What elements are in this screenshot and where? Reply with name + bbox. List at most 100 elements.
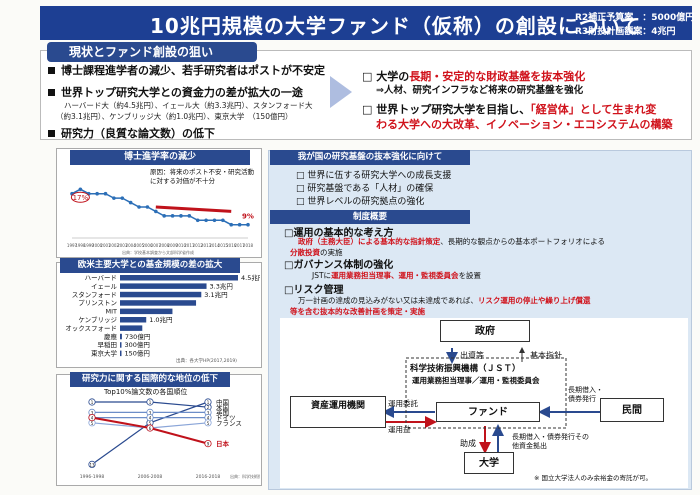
x-tick-label: 2000 [92, 243, 103, 248]
ranking-chart-subtitle: Top10%論文数の各国順位 [104, 388, 188, 396]
endowment-bar [120, 308, 173, 315]
funding-detail-2: （約3.1兆円）、ケンブリッジ大（約1.0兆円）、東京大学 （150億円） [56, 112, 293, 121]
scheme-line-1a: 政府（主務大臣）による基本的な指針策定、長期的な観点からの基本ポートフォリオによ… [298, 237, 606, 246]
rank-point-label: 4 [91, 416, 94, 421]
data-point [246, 222, 250, 227]
rank-point [204, 439, 212, 448]
rank-point-label: 9 [207, 442, 210, 447]
phd-rate-chart-panel [56, 148, 262, 258]
data-point [204, 218, 208, 223]
basic-item-2: □ 研究基盤である「人材」の確保 [296, 184, 434, 194]
subsidy-label: 助成 [460, 439, 476, 448]
phd-rate-chart-title: 博士進学率の減少 [70, 150, 250, 165]
x-tick-label: 2011 [184, 243, 195, 248]
x-tick-label: 2014 [209, 243, 220, 248]
guideline-label: 基本指針 [530, 351, 562, 360]
basic-item-3: □ 世界レベルの研究拠点の強化 [296, 197, 425, 207]
x-tick-label: 2006-2008 [138, 474, 163, 480]
data-point [145, 205, 150, 209]
data-point [128, 200, 133, 205]
bar-value-label: 1.0兆円 [149, 315, 172, 324]
rank-point-label: 4 [149, 416, 152, 421]
scheme-line-1b: 分散投資の実施 [290, 248, 343, 257]
title-bar [40, 6, 692, 40]
scheme-heading-1: □運用の基本的な考え方 [284, 228, 394, 239]
scheme-line-2: JSTに運用業務担当理事、運用・監視委員会を設置 [312, 271, 482, 280]
trend-arrow [155, 205, 232, 213]
ranking-line-chart: 112米国1351中国333英国444ドイツ565フランス469日本1996-1… [80, 398, 260, 481]
bullet-text: 博士課程進学者の減少、若手研究者はポストが不安定 [61, 64, 325, 77]
rank-point-label: 1 [207, 400, 210, 405]
x-tick-label: 2006 [142, 243, 153, 248]
scheme-line-3a: 万一計画の達成の見込みがない又は未達成であれば、リスク運用の停止や繰り上げ償還 [298, 296, 591, 305]
data-point [179, 214, 183, 218]
series-name-label: 中国 [216, 398, 229, 407]
budget-line-2: R3財投計画額案：4兆円 [575, 27, 676, 37]
ranking-source: 出典：科学技術指標2020 [230, 473, 260, 479]
data-point [229, 222, 234, 227]
entrust-label: 運用委託 [388, 399, 418, 408]
data-point [103, 191, 108, 196]
government-box: 政府 [440, 320, 530, 342]
diagram-note: ※ 国立大学法人のみ余裕金の寄託が可。 [534, 474, 653, 482]
bar-value-label: 4.5兆円 [241, 273, 260, 282]
fund-box: ファンド [436, 402, 540, 422]
data-point [237, 222, 242, 227]
x-tick-label: 1998 [75, 243, 86, 248]
capital-label: 出資等 [460, 351, 484, 360]
scheme-line-3b: 等を含む抜本的な改善計画を策定・実施 [290, 307, 425, 316]
scheme-heading-2: □ガバナンス体制の強化 [284, 260, 394, 271]
endowment-bar [120, 300, 197, 306]
x-tick-label: 2018 [243, 243, 254, 248]
bullet-phd-decline: 博士課程進学者の減少、若手研究者はポストが不安定 [48, 62, 325, 78]
bullet-funding-gap: 世界トップ研究大学との資金力の差が拡大の一途 [48, 84, 303, 100]
data-point [112, 196, 116, 200]
x-tick-label: 2013 [201, 243, 212, 248]
bullet-research-decline: 研究力（良質な論文数）の低下 [48, 125, 215, 141]
x-tick-label: 2016-2018 [196, 474, 221, 480]
jst-frame [405, 357, 567, 429]
rank-point-label: 6 [149, 426, 152, 431]
scheme-heading-3: □リスク管理 [284, 285, 344, 296]
borrow-label: 長期借入・債券発行 [568, 386, 603, 403]
start-highlight [70, 191, 90, 203]
rank-point-label: 1 [149, 400, 152, 405]
series-name-label: ドイツ [216, 414, 236, 422]
data-point [170, 214, 175, 218]
endowment-bar [120, 333, 122, 340]
private-box: 民間 [600, 398, 664, 422]
budget-line-1: R2補正予算案 ：5000億円 [575, 13, 695, 23]
rank-point [88, 460, 96, 469]
rank-point [88, 398, 96, 406]
data-point [95, 191, 99, 196]
x-tick-label: 2016 [226, 243, 237, 248]
bullet-text: 世界トップ研究大学との資金力の差が拡大の一途 [61, 86, 303, 99]
bullet-square-icon [48, 130, 55, 137]
bullet-text: 研究力（良質な論文数）の低下 [61, 127, 215, 140]
endowment-bar [120, 291, 202, 298]
bullet-square-icon [48, 89, 55, 96]
x-tick-label: 1999 [84, 243, 95, 248]
x-tick-label: 1996-1998 [80, 474, 105, 480]
x-tick-label: 2001 [100, 243, 111, 248]
rank-point-label: 13 [89, 462, 95, 467]
category-label: 東京大学 [91, 349, 118, 358]
endowment-bar [120, 350, 122, 357]
endowment-chart-title: 欧米主要大学との基金規模の差の拡大 [60, 258, 240, 273]
rank-point-label: 3 [149, 410, 152, 415]
background-heading: 現状とファンド創設の狙い [47, 42, 257, 62]
jst-title: 科学技術振興機構（ＪＳＴ） [410, 364, 521, 374]
x-tick-label: 2004 [126, 243, 137, 248]
phd-source: 出典：学校基本調査から文部科学省作成 [122, 249, 194, 255]
bar-value-label: 300億円 [125, 340, 150, 349]
rank-point-label: 5 [207, 421, 210, 426]
rank-point [146, 424, 154, 432]
category-label: イェール [91, 282, 118, 290]
x-tick-label: 2012 [193, 243, 204, 248]
data-point [137, 205, 141, 209]
phd-rate-note: 原因：将来のポスト不安・研究活動に対する対価が不十分 [150, 168, 254, 185]
data-point [78, 187, 83, 192]
rank-point-label: 5 [91, 421, 94, 426]
rank-point [146, 413, 154, 422]
data-point [195, 218, 200, 223]
